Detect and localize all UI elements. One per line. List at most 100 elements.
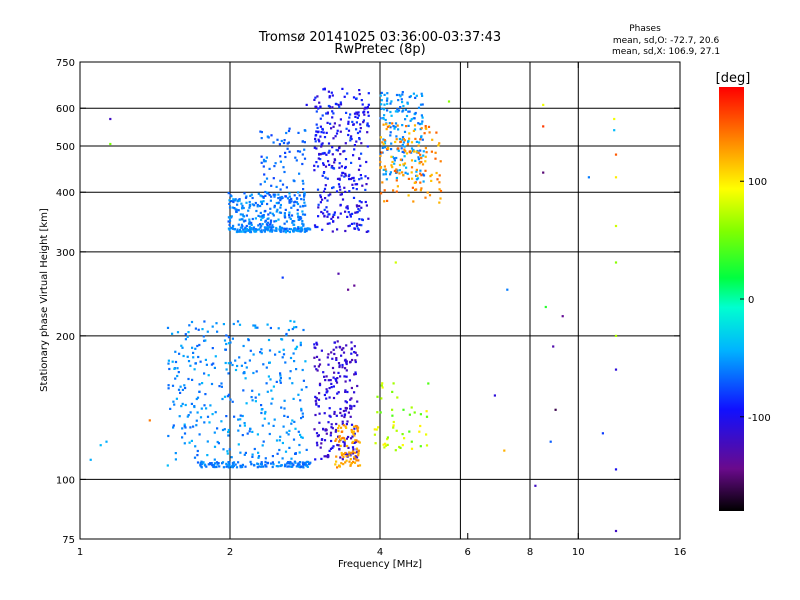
data-point: [419, 424, 422, 428]
data-point: [345, 361, 348, 364]
data-point: [203, 463, 206, 466]
data-point: [385, 178, 388, 181]
data-point: [294, 427, 297, 430]
data-point: [317, 138, 320, 141]
data-point: [260, 229, 263, 232]
data-point: [261, 444, 264, 447]
data-point: [384, 118, 387, 122]
data-point: [419, 169, 422, 172]
data-point: [542, 103, 545, 106]
data-point: [299, 205, 302, 208]
data-point: [282, 141, 286, 145]
data-point: [315, 147, 318, 150]
data-point: [232, 322, 235, 326]
data-point: [186, 335, 189, 338]
data-point: [303, 213, 307, 216]
data-point: [349, 215, 352, 218]
data-point: [186, 415, 189, 418]
data-point: [394, 122, 398, 125]
data-point: [269, 219, 273, 222]
data-point: [273, 194, 276, 197]
data-point: [343, 439, 347, 442]
data-point: [241, 207, 244, 210]
data-point: [393, 162, 396, 165]
data-point: [394, 261, 397, 264]
data-point: [268, 349, 272, 352]
data-point: [300, 217, 303, 220]
data-point: [409, 95, 412, 98]
data-point: [337, 362, 341, 365]
data-point: [317, 107, 320, 110]
data-point: [339, 101, 342, 104]
data-point: [342, 347, 345, 350]
data-point: [347, 120, 350, 123]
data-point: [184, 403, 187, 407]
data-point: [292, 463, 295, 466]
data-point: [386, 125, 389, 128]
data-point: [410, 447, 414, 450]
data-point: [236, 203, 239, 206]
data-point: [181, 388, 184, 391]
data-point: [229, 361, 232, 364]
data-point: [346, 205, 349, 208]
data-point: [250, 193, 253, 196]
data-point: [343, 359, 347, 362]
data-point: [301, 415, 304, 418]
data-point: [410, 171, 413, 174]
data-point: [302, 328, 305, 332]
data-point: [295, 197, 299, 200]
data-point: [167, 384, 170, 387]
data-point: [353, 434, 356, 437]
data-point: [297, 191, 300, 194]
data-point: [197, 355, 200, 359]
data-point: [423, 132, 426, 135]
data-point: [403, 162, 407, 165]
data-point: [194, 327, 197, 330]
data-point: [414, 137, 417, 140]
data-point: [322, 131, 325, 134]
data-point: [298, 150, 302, 153]
data-point: [285, 220, 288, 223]
data-point: [388, 124, 391, 128]
data-point: [402, 138, 405, 141]
data-point: [406, 172, 409, 175]
data-point: [544, 305, 547, 309]
data-point: [383, 142, 387, 145]
data-point: [373, 428, 376, 431]
data-point: [415, 170, 418, 173]
data-point: [256, 462, 259, 465]
data-point: [411, 186, 414, 189]
data-point: [379, 154, 382, 157]
data-point: [336, 228, 339, 231]
data-point: [300, 409, 303, 412]
data-point: [299, 216, 302, 219]
data-point: [292, 352, 295, 355]
data-point: [228, 219, 232, 222]
data-point: [279, 196, 282, 199]
data-point: [392, 424, 395, 427]
data-point: [243, 192, 246, 195]
data-point: [356, 428, 359, 431]
data-point: [350, 451, 353, 454]
data-point: [421, 103, 424, 106]
data-point: [298, 172, 301, 175]
data-point: [263, 417, 266, 420]
data-point: [174, 350, 177, 353]
data-point: [271, 455, 274, 458]
data-point: [379, 166, 383, 169]
data-point: [319, 196, 322, 199]
data-point: [325, 131, 328, 134]
data-point: [282, 353, 286, 356]
data-point: [266, 135, 269, 138]
data-point: [260, 224, 263, 227]
data-point: [329, 193, 332, 196]
data-point: [402, 104, 405, 108]
data-point: [323, 88, 326, 91]
data-point: [342, 409, 345, 413]
data-point: [272, 463, 275, 466]
data-point: [416, 174, 419, 177]
data-point: [251, 430, 254, 433]
data-point: [283, 170, 286, 174]
data-point: [239, 451, 242, 454]
data-point: [439, 197, 442, 200]
